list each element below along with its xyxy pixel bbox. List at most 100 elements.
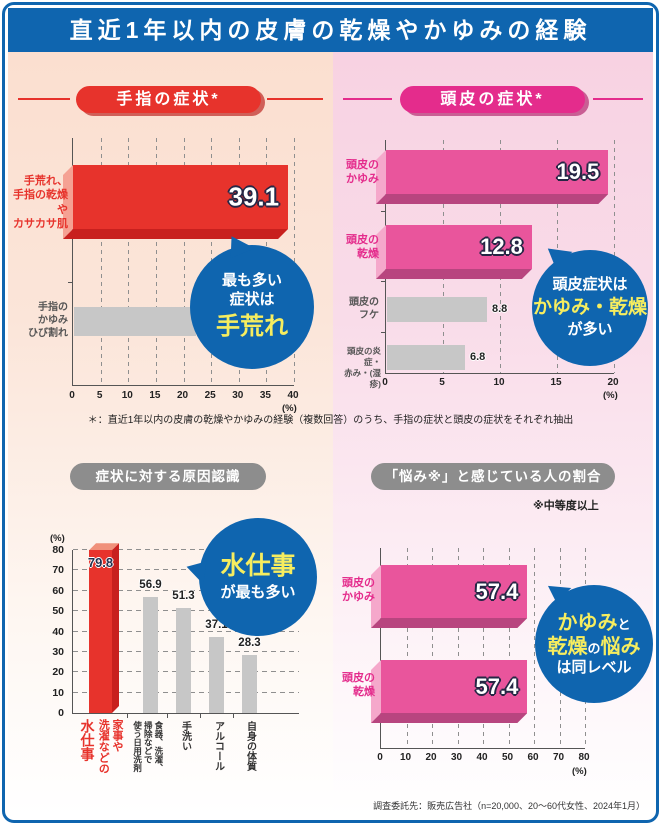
callout-emphasis: 乾燥 bbox=[547, 636, 588, 658]
callout-text: が多い bbox=[567, 320, 613, 338]
bar-constitution bbox=[242, 655, 257, 713]
note-moderate-or-more: ※中等度以上 bbox=[533, 500, 599, 512]
tick-label: 20 bbox=[176, 390, 189, 401]
tick-label: 0 bbox=[382, 377, 388, 388]
footnote: ＊：直近1年以内の皮膚の乾燥やかゆみの経験（複数回答）のうち、手指の症状と頭皮の… bbox=[87, 415, 574, 426]
value-label: 57.4 bbox=[475, 673, 519, 699]
title-rule-right bbox=[267, 98, 323, 100]
label-line: 洗濯などの bbox=[97, 719, 110, 774]
callout-text: の bbox=[587, 641, 601, 656]
tick-label: 30 bbox=[52, 645, 64, 658]
axis-tick bbox=[200, 713, 201, 718]
bar-bottom-face bbox=[63, 229, 288, 239]
axis-tick bbox=[68, 282, 73, 283]
callout-emphasis: 手荒れ bbox=[216, 312, 288, 340]
gridline bbox=[73, 549, 299, 550]
gridline bbox=[183, 138, 185, 385]
bar-side-face bbox=[371, 565, 381, 628]
tick-label: 10 bbox=[52, 686, 64, 699]
x-axis-ticks-worry: 0 10 20 30 40 50 60 70 80 bbox=[377, 752, 589, 766]
tick-label: 5 bbox=[96, 390, 103, 401]
label-line: 家事や bbox=[111, 719, 123, 752]
label-line: 食器、洗濯、 bbox=[153, 721, 164, 772]
axis-tick bbox=[127, 713, 128, 718]
value-label: 51.3 bbox=[172, 590, 195, 602]
worry-level-panel: 「悩み※」と感じている人の割合 ※中等度以上 頭皮の かゆみ 頭皮の 乾燥 57… bbox=[333, 455, 653, 815]
tick-label: 40 bbox=[52, 625, 64, 638]
value-label: 19.5 bbox=[556, 159, 600, 184]
chart-title-worry: 「悩み※」と感じている人の割合 bbox=[371, 463, 615, 490]
tick-label: 5 bbox=[439, 377, 445, 388]
tick-label: 20 bbox=[425, 752, 437, 763]
x-axis-ticks-scalp: 0 5 10 15 20 bbox=[382, 377, 618, 391]
bar-alcohol bbox=[209, 637, 224, 713]
bar-side-face bbox=[371, 660, 381, 723]
axis-tick bbox=[381, 332, 386, 333]
category-label-scalp-dryness: 頭皮の 乾燥 bbox=[346, 234, 379, 261]
category-label-hand-itch: 手指の かゆみ ひび割れ bbox=[28, 302, 68, 339]
label-line: 自身の体質 bbox=[244, 721, 256, 771]
callout-emphasis: かゆみ・乾燥 bbox=[532, 297, 647, 319]
gridline bbox=[128, 138, 130, 385]
callout-cause: 水仕事 が最も多い bbox=[199, 518, 317, 636]
unit-label: (%) bbox=[282, 403, 297, 414]
tick-label: 20 bbox=[607, 377, 619, 388]
tick-label: 60 bbox=[52, 584, 64, 597]
axis-tick bbox=[167, 713, 168, 718]
value-label: 57.4 bbox=[475, 578, 519, 604]
tick-label: 20 bbox=[52, 666, 64, 679]
bar-bottom-face bbox=[376, 269, 532, 279]
category-label-scalp-itch-worry: 頭皮の かゆみ bbox=[342, 577, 375, 604]
tick-label: 80 bbox=[52, 544, 64, 556]
unit-label: (%) bbox=[603, 390, 618, 401]
gridline bbox=[432, 548, 433, 748]
tick-label: 10 bbox=[493, 377, 505, 388]
title-rule-left bbox=[343, 98, 392, 100]
bar-right-face bbox=[112, 543, 119, 713]
y-axis-ticks-cause: 0 10 20 30 40 50 60 70 80 bbox=[38, 544, 64, 719]
bar-bottom-face bbox=[371, 713, 527, 723]
label-line: 使う日用洗剤 bbox=[132, 721, 143, 772]
gridline bbox=[457, 548, 459, 748]
callout-hand: 最も多い 症状は 手荒れ bbox=[190, 245, 314, 369]
value-label: 39.1 bbox=[228, 181, 280, 212]
label-line: アルコール bbox=[212, 721, 224, 771]
callout-text: は同レベル bbox=[556, 659, 632, 676]
chart-title-cause: 症状に対する原因認識 bbox=[70, 463, 266, 490]
gridline bbox=[483, 548, 484, 748]
bar-bottom-face bbox=[376, 194, 608, 204]
category-label-scalp-inflammation: 頭皮の炎症・ 赤み・(湿疹) bbox=[344, 346, 381, 390]
value-label: 8.8 bbox=[492, 303, 508, 315]
tick-label: 70 bbox=[52, 564, 64, 577]
tick-label: 70 bbox=[552, 752, 565, 763]
axis-tick bbox=[381, 281, 386, 282]
callout-emphasis: 水仕事 bbox=[220, 552, 296, 580]
tick-label: 50 bbox=[501, 752, 514, 763]
unit-label: (%) bbox=[50, 533, 65, 544]
gridline bbox=[406, 548, 408, 748]
hand-symptoms-panel: 手指の症状* 手荒れ、 手指の乾燥や カサカサ肌 手指の かゆみ ひび割れ 39… bbox=[8, 60, 333, 414]
unit-label: (%) bbox=[572, 766, 587, 777]
category-label-scalp-itch: 頭皮の かゆみ bbox=[346, 159, 379, 186]
bar-front-face: 79.8 bbox=[87, 550, 114, 713]
value-label: 79.8 bbox=[87, 555, 114, 571]
callout-emphasis: 悩み bbox=[600, 636, 641, 658]
tick-label: 35 bbox=[259, 390, 271, 401]
tick-label: 0 bbox=[58, 707, 64, 719]
category-label-alcohol: アルコール bbox=[211, 721, 224, 771]
tick-label: 30 bbox=[232, 390, 244, 401]
bar-front-face: 57.4 bbox=[381, 660, 528, 713]
chart-title-scalp: 頭皮の症状* bbox=[400, 86, 585, 113]
callout-line: かゆみと bbox=[557, 611, 630, 635]
callout-text: 最も多い 症状は bbox=[221, 272, 282, 308]
category-label-scalp-dandruff: 頭皮の フケ bbox=[349, 297, 379, 321]
label-line: 水仕事 bbox=[79, 719, 96, 761]
tick-label: 40 bbox=[476, 752, 488, 763]
callout-text: 頭皮症状は bbox=[552, 276, 628, 294]
gridline bbox=[100, 138, 102, 385]
value-label: 56.9 bbox=[139, 579, 162, 591]
bar-side-face bbox=[63, 165, 73, 239]
category-label-detergent: 食器、洗濯、 掃除などで 使う日用洗剤 bbox=[132, 721, 164, 772]
tick-label: 80 bbox=[578, 752, 590, 763]
